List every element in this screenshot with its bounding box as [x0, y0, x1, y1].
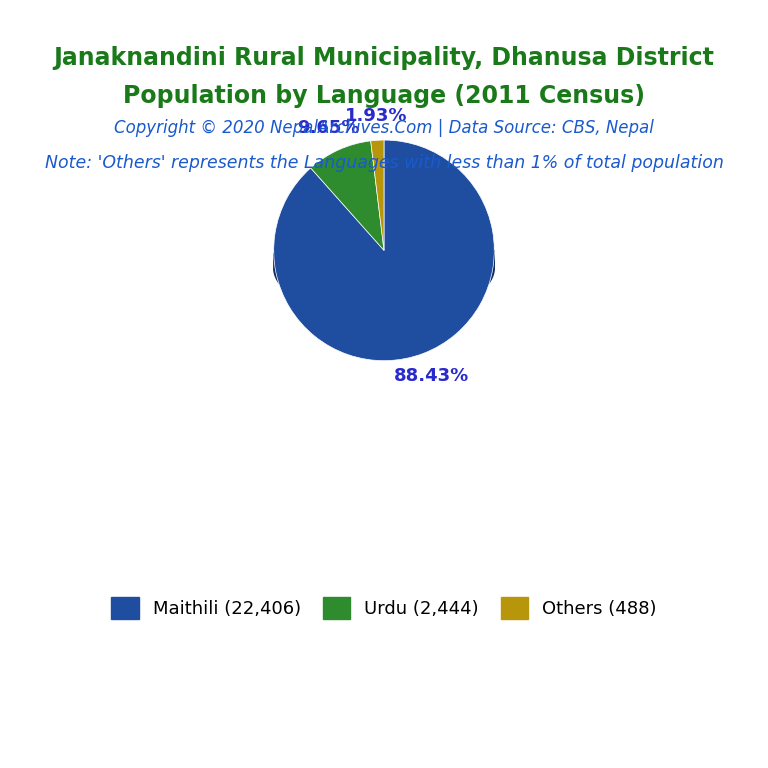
Wedge shape — [273, 140, 495, 361]
Text: Janaknandini Rural Municipality, Dhanusa District: Janaknandini Rural Municipality, Dhanusa… — [54, 46, 714, 70]
Text: Note: 'Others' represents the Languages with less than 1% of total population: Note: 'Others' represents the Languages … — [45, 154, 723, 171]
Text: Copyright © 2020 NepalArchives.Com | Data Source: CBS, Nepal: Copyright © 2020 NepalArchives.Com | Dat… — [114, 119, 654, 137]
Text: Population by Language (2011 Census): Population by Language (2011 Census) — [123, 84, 645, 108]
Text: 88.43%: 88.43% — [394, 367, 469, 385]
Polygon shape — [274, 250, 495, 317]
Ellipse shape — [273, 218, 495, 317]
Text: 9.65%: 9.65% — [297, 119, 360, 137]
Wedge shape — [371, 140, 384, 250]
Text: 1.93%: 1.93% — [345, 107, 407, 125]
Wedge shape — [311, 141, 384, 250]
Legend: Maithili (22,406), Urdu (2,444), Others (488): Maithili (22,406), Urdu (2,444), Others … — [104, 590, 664, 627]
